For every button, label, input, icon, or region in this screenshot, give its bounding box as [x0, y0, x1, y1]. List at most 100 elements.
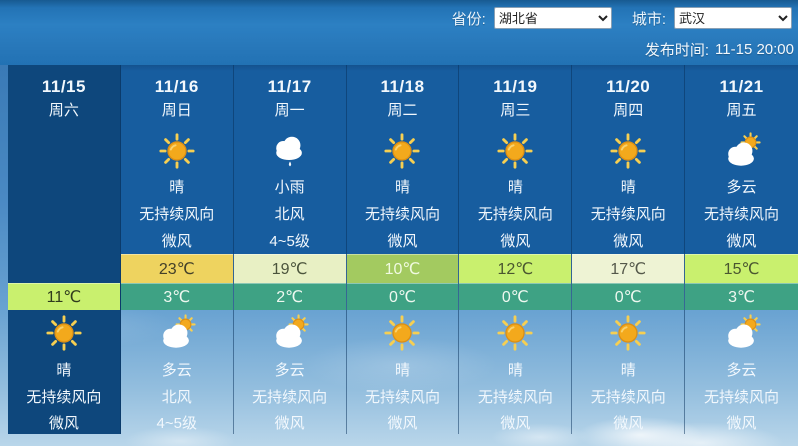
day-wind-direction: 无持续风向 — [590, 205, 666, 223]
weekday-label: 周日 — [161, 102, 192, 119]
day-wind-direction: 无持续风向 — [364, 205, 440, 223]
low-temp: 2℃ — [233, 283, 346, 310]
night-wind-power: 微风 — [274, 414, 305, 432]
weather-icon-glyph — [157, 313, 197, 353]
weather-icon-glyph — [382, 313, 422, 353]
weather-icon-glyph — [44, 131, 84, 171]
forecast-column: 11/19 周三 晴 无持续风向 微风 12℃ 0℃ 晴 无持续风向 微风 — [459, 65, 573, 434]
high-temp: 10℃ — [346, 254, 459, 283]
forecast-column: 11/18 周二 晴 无持续风向 微风 10℃ 0℃ 晴 无持续风向 微风 — [346, 65, 460, 434]
night-wind-direction: 无持续风向 — [364, 388, 440, 406]
day-wind-power: 微风 — [500, 233, 531, 250]
province-select[interactable]: 湖北省 — [493, 7, 612, 29]
night-weather-desc: 晴 — [620, 361, 636, 379]
weather-icon-glyph — [608, 313, 648, 353]
night-weather-icon — [459, 310, 571, 356]
forecast-column-today: 11/15 周六 11℃ 晴 无持续风向 微风 — [8, 65, 121, 434]
top-bar: 省份: 湖北省 城市: 武汉 发布时间: 11-15 20:00 — [0, 0, 798, 65]
night-wind-direction: 无持续风向 — [252, 388, 328, 406]
night-wind-power: 微风 — [613, 414, 644, 432]
high-temp: 15℃ — [685, 254, 798, 283]
night-wind-power: 微风 — [500, 414, 531, 432]
forecast-column: 11/20 周四 晴 无持续风向 微风 17℃ 0℃ 晴 无持续风向 微风 — [572, 65, 686, 434]
weather-icon-glyph — [157, 131, 197, 171]
low-temp: 0℃ — [346, 283, 459, 310]
high-temp: 23℃ — [120, 254, 233, 283]
night-wind-direction: 无持续风向 — [477, 388, 553, 406]
night-weather-desc: 晴 — [56, 361, 72, 379]
column-header: 11/18 周二 — [347, 65, 459, 129]
date-label: 11/19 — [493, 77, 538, 96]
day-wind-power — [8, 227, 120, 254]
forecast-column: 11/21 周五 多云 无持续风向 微风 15℃ 3℃ 多云 无持续风向 微风 — [685, 65, 798, 434]
low-temp: 11℃ — [8, 283, 120, 310]
day-weather-icon — [121, 129, 233, 173]
forecast-column: 11/16 周日 晴 无持续风向 微风 23℃ 3℃ 多云 北风 4~5级 — [120, 65, 234, 434]
weather-icon-glyph — [722, 131, 762, 171]
day-weather-icon — [347, 129, 459, 173]
day-weather-desc: 多云 — [726, 178, 757, 196]
night-wind-direction: 无持续风向 — [704, 388, 780, 406]
day-weather-desc: 晴 — [394, 178, 410, 196]
city-select[interactable]: 武汉 — [674, 7, 792, 29]
night-wind-power: 4~5级 — [156, 414, 197, 432]
night-weather-icon — [685, 310, 798, 356]
day-weather-desc: 晴 — [507, 178, 523, 196]
city-label: 城市: — [631, 10, 666, 28]
day-weather-desc: 小雨 — [274, 178, 305, 196]
column-header: 11/15 周六 — [8, 65, 120, 129]
night-wind-power: 微风 — [387, 414, 418, 432]
weekday-label: 周一 — [274, 102, 305, 119]
night-wind-direction: 无持续风向 — [26, 388, 102, 406]
day-wind-direction: 北风 — [274, 205, 305, 223]
night-wind-direction: 无持续风向 — [590, 388, 666, 406]
night-weather-icon — [572, 310, 684, 356]
location-selector-row: 省份: 湖北省 城市: 武汉 — [0, 0, 798, 29]
day-weather-icon — [685, 129, 798, 173]
weather-icon-glyph — [608, 131, 648, 171]
date-label: 11/16 — [154, 77, 199, 96]
day-wind-power: 微风 — [726, 233, 757, 250]
day-weather-desc: 晴 — [169, 178, 185, 196]
low-temp: 0℃ — [572, 283, 685, 310]
date-label: 11/17 — [267, 77, 312, 96]
column-header: 11/21 周五 — [685, 65, 798, 129]
column-header: 11/17 周一 — [234, 65, 346, 129]
high-temp: 12℃ — [459, 254, 572, 283]
day-wind-power: 4~5级 — [269, 233, 310, 250]
column-header: 11/16 周日 — [121, 65, 233, 129]
column-header: 11/19 周三 — [459, 65, 571, 129]
forecast-column: 11/17 周一 小雨 北风 4~5级 19℃ 2℃ 多云 无持续风向 微风 — [233, 65, 347, 434]
date-label: 11/15 — [41, 77, 86, 96]
weather-icon-glyph — [270, 131, 310, 171]
weather-icon-glyph — [382, 131, 422, 171]
night-weather-icon — [234, 310, 346, 356]
day-weather-icon — [572, 129, 684, 173]
night-weather-icon — [347, 310, 459, 356]
day-wind-power: 微风 — [387, 233, 418, 250]
column-header: 11/20 周四 — [572, 65, 684, 129]
publish-time-value: 11-15 20:00 — [715, 41, 794, 58]
weather-icon-glyph — [495, 313, 535, 353]
weekday-label: 周二 — [387, 102, 418, 119]
night-weather-desc: 多云 — [274, 361, 305, 379]
weather-icon-glyph — [44, 313, 84, 353]
day-wind-power: 微风 — [613, 233, 644, 250]
day-wind-direction: 无持续风向 — [704, 205, 780, 223]
day-weather-desc — [8, 173, 120, 199]
day-weather-icon — [8, 129, 120, 173]
forecast-table: 11/15 周六 11℃ 晴 无持续风向 微风 11/16 周日 晴 无持续风向… — [8, 65, 798, 434]
night-weather-desc: 多云 — [726, 361, 757, 379]
weather-icon-glyph — [722, 313, 762, 353]
night-weather-desc: 多云 — [161, 361, 192, 379]
high-temp: 19℃ — [233, 254, 346, 283]
publish-time-row: 发布时间: 11-15 20:00 — [0, 29, 798, 60]
day-weather-desc: 晴 — [620, 178, 636, 196]
weather-icon-glyph — [495, 131, 535, 171]
night-weather-icon — [8, 310, 120, 356]
day-weather-icon — [234, 129, 346, 173]
weekday-label: 周五 — [726, 102, 757, 119]
weekday-label: 周三 — [500, 102, 531, 119]
province-label: 省份: — [451, 10, 486, 28]
